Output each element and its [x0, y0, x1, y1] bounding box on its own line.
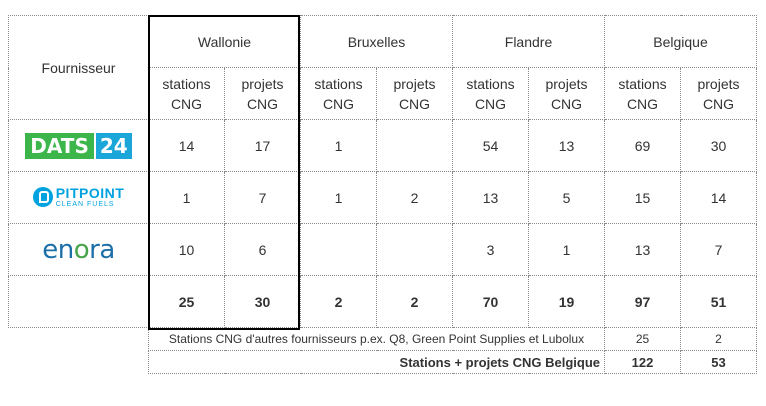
table-cell: 30 — [680, 119, 757, 172]
table-row: DATS 24 14 17 1 54 13 69 30 — [8, 119, 757, 172]
table-cell: 54 — [452, 119, 529, 172]
subheader-stations: stations CNG — [452, 67, 529, 120]
region-header-belgique: Belgique — [604, 15, 757, 68]
cng-stations-table: Fournisseur Wallonie Bruxelles Flandre B… — [8, 15, 757, 374]
final-total-label: Stations + projets CNG Belgique — [148, 350, 605, 374]
table-cell: 17 — [224, 119, 301, 172]
subheader-stations: stations CNG — [604, 67, 681, 120]
total-cell: 51 — [680, 275, 757, 328]
subheader-stations: stations CNG — [300, 67, 377, 120]
table-cell: 6 — [224, 223, 301, 276]
table-cell — [376, 119, 453, 172]
final-stations-value: 122 — [604, 350, 681, 374]
other-projects-value: 2 — [680, 327, 757, 351]
total-cell: 2 — [376, 275, 453, 328]
subheader-stations: stations CNG — [148, 67, 225, 120]
subheader-projets: projets CNG — [528, 67, 605, 120]
total-cell: 2 — [300, 275, 377, 328]
dats24-logo: DATS 24 — [8, 119, 149, 172]
enora-logo: enora — [8, 223, 149, 276]
table-cell: 13 — [528, 119, 605, 172]
table-cell: 7 — [680, 223, 757, 276]
table-cell: 1 — [300, 119, 377, 172]
table-cell: 1 — [300, 171, 377, 224]
table-cell: 13 — [452, 171, 529, 224]
table-cell: 10 — [148, 223, 225, 276]
other-suppliers-row: Stations CNG d'autres fournisseurs p.ex.… — [9, 327, 757, 351]
subheader-projets: projets CNG — [680, 67, 757, 120]
table-cell: 1 — [148, 171, 225, 224]
table-cell: 5 — [528, 171, 605, 224]
other-stations-value: 25 — [604, 327, 681, 351]
region-header-flandre: Flandre — [452, 15, 605, 68]
table-cell: 13 — [604, 223, 681, 276]
table-row: enora 10 6 3 1 13 7 — [8, 223, 757, 276]
totals-row: 25 30 2 2 70 19 97 51 — [8, 275, 757, 328]
region-header-bruxelles: Bruxelles — [300, 15, 453, 68]
total-cell: 30 — [224, 275, 301, 328]
total-cell: 19 — [528, 275, 605, 328]
table-cell: 14 — [680, 171, 757, 224]
region-header-wallonie: Wallonie — [148, 15, 301, 68]
table-cell — [300, 223, 377, 276]
table-cell: 1 — [528, 223, 605, 276]
subheader-projets: projets CNG — [376, 67, 453, 120]
final-total-row: Stations + projets CNG Belgique 122 53 — [9, 350, 757, 374]
total-cell: 25 — [148, 275, 225, 328]
table-cell: 14 — [148, 119, 225, 172]
supplier-header: Fournisseur — [8, 15, 149, 120]
total-cell: 97 — [604, 275, 681, 328]
pitpoint-p-icon — [32, 186, 53, 207]
other-suppliers-label: Stations CNG d'autres fournisseurs p.ex.… — [148, 327, 605, 351]
table-cell — [376, 223, 453, 276]
empty-cell — [8, 275, 149, 328]
subheader-projets: projets CNG — [224, 67, 301, 120]
table-cell: 69 — [604, 119, 681, 172]
total-cell: 70 — [452, 275, 529, 328]
table-cell: 2 — [376, 171, 453, 224]
table-cell: 15 — [604, 171, 681, 224]
final-projects-value: 53 — [680, 350, 757, 374]
table-cell: 7 — [224, 171, 301, 224]
pitpoint-logo: PITPOINT CLEAN FUELS — [8, 171, 149, 224]
table-row: PITPOINT CLEAN FUELS 1 7 1 2 13 5 15 14 — [8, 171, 757, 224]
table-cell: 3 — [452, 223, 529, 276]
